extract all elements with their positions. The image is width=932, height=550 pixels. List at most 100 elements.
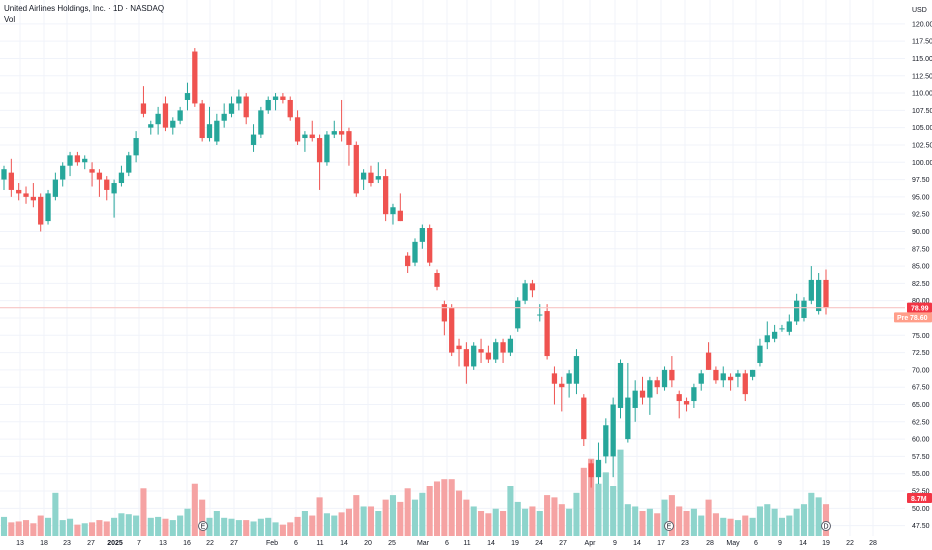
volume-bar (822, 504, 830, 536)
volume-bar (59, 520, 66, 536)
volume-indicator-label[interactable]: Vol (4, 15, 16, 24)
volume-bar (602, 472, 609, 536)
volume-bar (103, 521, 110, 536)
volume-bar (309, 515, 316, 536)
grid-lines (0, 0, 905, 536)
symbol-title[interactable]: United Airlines Holdings, Inc. · 1D · NA… (4, 4, 165, 13)
candle-body (360, 172, 367, 180)
price-axis[interactable]: USD 47.50 50.00 52.50 55.00 57.50 60.00 62.50 65… (912, 7, 932, 530)
volume-bar (257, 518, 264, 536)
x-tick-label: 6 (294, 540, 298, 547)
candle-body (742, 373, 748, 395)
candle-body (669, 369, 675, 381)
candle-body (801, 300, 807, 318)
volume-bar (617, 449, 624, 536)
candle-body (338, 131, 345, 135)
volume-bar (118, 513, 125, 536)
candle-body (104, 179, 110, 190)
candle-body (162, 103, 169, 128)
candle-body (214, 120, 220, 142)
candle-body (243, 96, 249, 118)
y-tick-label: 50.00 (912, 506, 930, 513)
candle-body (82, 158, 88, 163)
volume-bar (338, 512, 345, 536)
y-tick-label: 97.50 (912, 177, 930, 184)
time-axis[interactable]: 13 18 23 27 2025 7 13 16 22 27 Feb 6 11 14 20 25 Mar 6 11 1… (16, 540, 877, 547)
candle-body (272, 96, 279, 100)
volume-bar (8, 522, 15, 536)
x-tick-label: 14 (487, 540, 495, 547)
volume-bar (544, 495, 551, 536)
volume-bar (500, 511, 507, 536)
pre-market-badge (894, 312, 932, 323)
volume-bar (375, 511, 382, 536)
volume-bar (778, 517, 786, 536)
candle-body (133, 138, 139, 156)
volume-bar (397, 501, 404, 536)
candle-body (816, 279, 822, 312)
candle-body (713, 369, 719, 381)
candle-body (617, 362, 624, 408)
last-price-badge (907, 302, 932, 313)
volume-bar (221, 517, 228, 536)
candle-body (74, 155, 81, 163)
volume-bar (228, 518, 235, 536)
candle-body (559, 383, 565, 388)
volume-bar (566, 508, 573, 536)
volume-bar (639, 511, 646, 536)
candle-body (309, 134, 315, 139)
y-tick-label: 92.50 (912, 212, 930, 219)
volume-bar (492, 508, 499, 536)
x-tick-label: 25 (388, 540, 396, 547)
volume-bar (808, 492, 815, 536)
volume-bar (162, 518, 169, 536)
currency-label: USD (912, 7, 927, 14)
candle-body (294, 117, 301, 142)
candle-body (808, 279, 814, 301)
x-tick-label: 14 (799, 540, 807, 547)
y-tick-label: 75.00 (912, 333, 930, 340)
volume-bar (316, 497, 323, 536)
y-tick-label: 55.00 (912, 471, 930, 478)
candle-body (419, 228, 425, 242)
candlesticks (1, 48, 829, 488)
candle-body (603, 425, 609, 457)
candle-body (192, 51, 198, 104)
volume-bar (367, 506, 375, 536)
candle-body (60, 165, 66, 180)
candle-body (522, 283, 528, 301)
x-tick-label: 18 (40, 540, 48, 547)
volume-bar (294, 516, 301, 536)
candle-body (111, 183, 117, 194)
x-tick-label: Feb (266, 540, 278, 547)
candle-body (749, 369, 756, 377)
volume-bar (147, 517, 154, 536)
candle-body (727, 376, 734, 381)
candle-body (140, 103, 147, 114)
volume-bar (522, 508, 529, 536)
volume-bar (125, 514, 132, 536)
volume-bar (177, 515, 184, 536)
volume-bar (727, 518, 734, 536)
volume-bar (756, 506, 763, 536)
pre-market-label: Pre (897, 315, 908, 322)
candle-body (786, 321, 792, 332)
volume-bar (213, 511, 220, 536)
y-tick-label: 52.50 (912, 489, 930, 496)
candle-body (250, 134, 257, 145)
volume-bar (169, 520, 176, 536)
candle-body (324, 134, 330, 163)
candle-body (126, 155, 132, 173)
volume-bar (426, 486, 433, 536)
volume-bar (22, 520, 30, 536)
candle-body (30, 196, 36, 201)
candle-body (449, 307, 455, 353)
candle-body (228, 103, 235, 114)
volume-bar (448, 479, 455, 536)
volume-bar (89, 522, 96, 536)
x-tick-label: 27 (87, 540, 95, 547)
candle-body (537, 314, 543, 316)
candle-body (405, 255, 411, 267)
